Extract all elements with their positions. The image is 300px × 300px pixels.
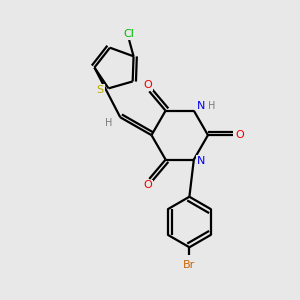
Text: N: N <box>197 156 206 166</box>
Text: O: O <box>143 181 152 190</box>
Text: Cl: Cl <box>124 29 134 39</box>
Text: H: H <box>208 101 215 111</box>
Text: N: N <box>197 101 206 111</box>
Text: O: O <box>143 80 152 90</box>
Text: S: S <box>97 85 104 95</box>
Text: Br: Br <box>183 260 196 270</box>
Text: O: O <box>236 130 244 140</box>
Text: H: H <box>105 118 113 128</box>
